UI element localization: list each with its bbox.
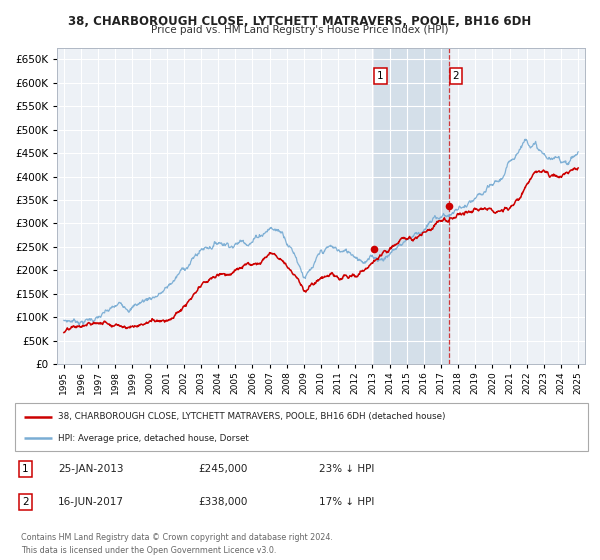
Text: 17% ↓ HPI: 17% ↓ HPI: [319, 497, 374, 507]
Text: 2: 2: [452, 71, 459, 81]
Text: 16-JUN-2017: 16-JUN-2017: [58, 497, 124, 507]
Text: £338,000: £338,000: [199, 497, 248, 507]
Text: 1: 1: [377, 71, 384, 81]
FancyBboxPatch shape: [15, 403, 588, 451]
Text: 38, CHARBOROUGH CLOSE, LYTCHETT MATRAVERS, POOLE, BH16 6DH: 38, CHARBOROUGH CLOSE, LYTCHETT MATRAVER…: [68, 15, 532, 28]
Bar: [374, 48, 449, 364]
Text: 25-JAN-2013: 25-JAN-2013: [58, 464, 124, 474]
Text: HPI: Average price, detached house, Dorset: HPI: Average price, detached house, Dors…: [58, 434, 249, 443]
Text: 1: 1: [22, 464, 29, 474]
Text: 23% ↓ HPI: 23% ↓ HPI: [319, 464, 374, 474]
Text: Price paid vs. HM Land Registry's House Price Index (HPI): Price paid vs. HM Land Registry's House …: [151, 25, 449, 35]
Text: Contains HM Land Registry data © Crown copyright and database right 2024.
This d: Contains HM Land Registry data © Crown c…: [21, 533, 333, 554]
Text: 2: 2: [22, 497, 29, 507]
Text: 38, CHARBOROUGH CLOSE, LYTCHETT MATRAVERS, POOLE, BH16 6DH (detached house): 38, CHARBOROUGH CLOSE, LYTCHETT MATRAVER…: [58, 412, 445, 421]
Text: £245,000: £245,000: [199, 464, 248, 474]
